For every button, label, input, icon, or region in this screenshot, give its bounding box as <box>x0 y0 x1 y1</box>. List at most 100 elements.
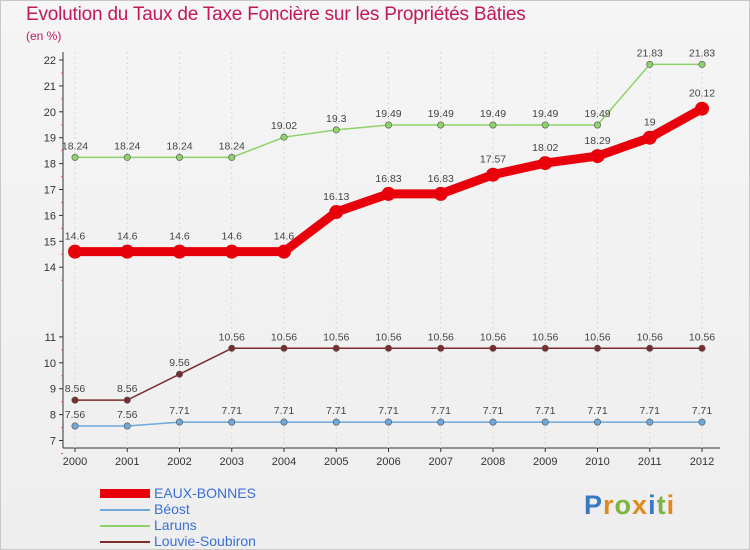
data-point <box>489 418 497 426</box>
data-label: 10.56 <box>480 331 506 343</box>
x-tick-label: 2001 <box>115 456 139 468</box>
x-tick-label: 2008 <box>481 456 505 468</box>
unit-label: (en %) <box>26 29 62 43</box>
y-tick-label: 20 <box>44 107 56 119</box>
data-point <box>280 133 288 141</box>
legend-swatch <box>100 489 150 498</box>
data-label: 19.49 <box>584 108 610 120</box>
data-point <box>646 418 654 426</box>
data-label: 20.12 <box>689 88 715 100</box>
data-point <box>538 156 553 171</box>
data-point <box>489 344 497 352</box>
data-point <box>698 418 706 426</box>
data-label: 8.56 <box>65 383 86 395</box>
data-point <box>541 121 549 129</box>
data-point <box>489 121 497 129</box>
data-point <box>695 101 709 116</box>
data-label: 7.71 <box>431 405 452 417</box>
data-point <box>642 130 657 145</box>
data-point <box>280 344 288 352</box>
data-point <box>541 418 549 426</box>
data-label: 18.29 <box>584 135 610 147</box>
data-point <box>698 344 706 352</box>
legend-label: Louvie-Soubiron <box>154 533 256 549</box>
legend-swatch <box>100 509 150 511</box>
data-label: 16.83 <box>428 173 454 185</box>
x-tick-label: 2012 <box>690 456 714 468</box>
data-point <box>384 418 392 426</box>
y-tick-label: 11 <box>45 332 56 344</box>
chart-title: Evolution du Taux de Taxe Foncière sur l… <box>26 4 526 25</box>
data-label: 18.02 <box>532 142 558 154</box>
legend-label: Laruns <box>154 517 197 533</box>
data-label: 14.6 <box>117 231 138 243</box>
data-point <box>437 418 445 426</box>
logo-letter: t <box>656 490 667 520</box>
y-tick-label: 19 <box>44 133 56 145</box>
data-label: 18.24 <box>114 140 140 152</box>
logo-letter: x <box>632 490 649 520</box>
x-tick-label: 2009 <box>533 456 557 468</box>
data-label: 10.56 <box>428 331 454 343</box>
y-tick-label: 10 <box>44 358 56 370</box>
data-point <box>329 205 344 220</box>
data-point <box>332 344 340 352</box>
data-point <box>176 418 184 426</box>
y-tick-label: 7 <box>50 436 56 448</box>
logo-letter: i <box>648 490 657 520</box>
data-point <box>433 186 448 201</box>
data-label: 10.56 <box>532 331 558 343</box>
data-point <box>593 344 601 352</box>
x-tick-label: 2011 <box>638 456 662 468</box>
data-label: 7.71 <box>535 405 556 417</box>
y-tick-label: 14 <box>44 262 56 274</box>
y-tick-label: 9 <box>50 384 56 396</box>
data-point <box>541 344 549 352</box>
data-label: 21.83 <box>689 47 715 59</box>
data-point <box>437 344 445 352</box>
data-label: 10.56 <box>584 331 610 343</box>
data-point <box>698 60 706 68</box>
data-label: 14.6 <box>65 231 86 243</box>
data-point <box>593 121 601 129</box>
x-tick-label: 2010 <box>585 456 609 468</box>
y-tick-label: 17 <box>44 185 56 197</box>
data-label: 7.71 <box>640 405 661 417</box>
data-point <box>228 344 236 352</box>
y-tick-label: 18 <box>44 159 56 171</box>
data-label: 18.24 <box>62 140 88 152</box>
data-point <box>646 60 654 68</box>
data-point <box>71 422 79 430</box>
legend-label: EAUX-BONNES <box>154 485 256 501</box>
legend-swatch <box>100 525 150 527</box>
x-tick-label: 2003 <box>220 456 244 468</box>
x-tick-label: 2002 <box>167 456 191 468</box>
data-label: 7.56 <box>117 409 138 421</box>
data-point <box>123 153 131 161</box>
data-point <box>384 121 392 129</box>
data-label: 10.56 <box>689 331 715 343</box>
x-tick-label: 2007 <box>429 456 453 468</box>
logo-letter: o <box>614 490 633 520</box>
data-point <box>332 418 340 426</box>
data-label: 19.49 <box>428 108 454 120</box>
data-point <box>228 418 236 426</box>
data-label: 19.49 <box>532 108 558 120</box>
data-point <box>176 370 184 378</box>
data-label: 18.24 <box>166 140 192 152</box>
data-label: 19.49 <box>480 108 506 120</box>
x-tick-label: 2004 <box>272 456 296 468</box>
data-point <box>172 244 187 259</box>
data-point <box>332 126 340 134</box>
y-tick-label: 8 <box>50 410 56 422</box>
legend-label: Béost <box>154 501 190 517</box>
logo-letter: i <box>666 490 676 520</box>
data-point <box>123 396 131 404</box>
y-tick-label: 21 <box>44 81 56 93</box>
data-label: 10.56 <box>637 331 663 343</box>
data-label: 16.83 <box>375 173 401 185</box>
data-point <box>437 121 445 129</box>
data-label: 17.57 <box>480 154 506 166</box>
